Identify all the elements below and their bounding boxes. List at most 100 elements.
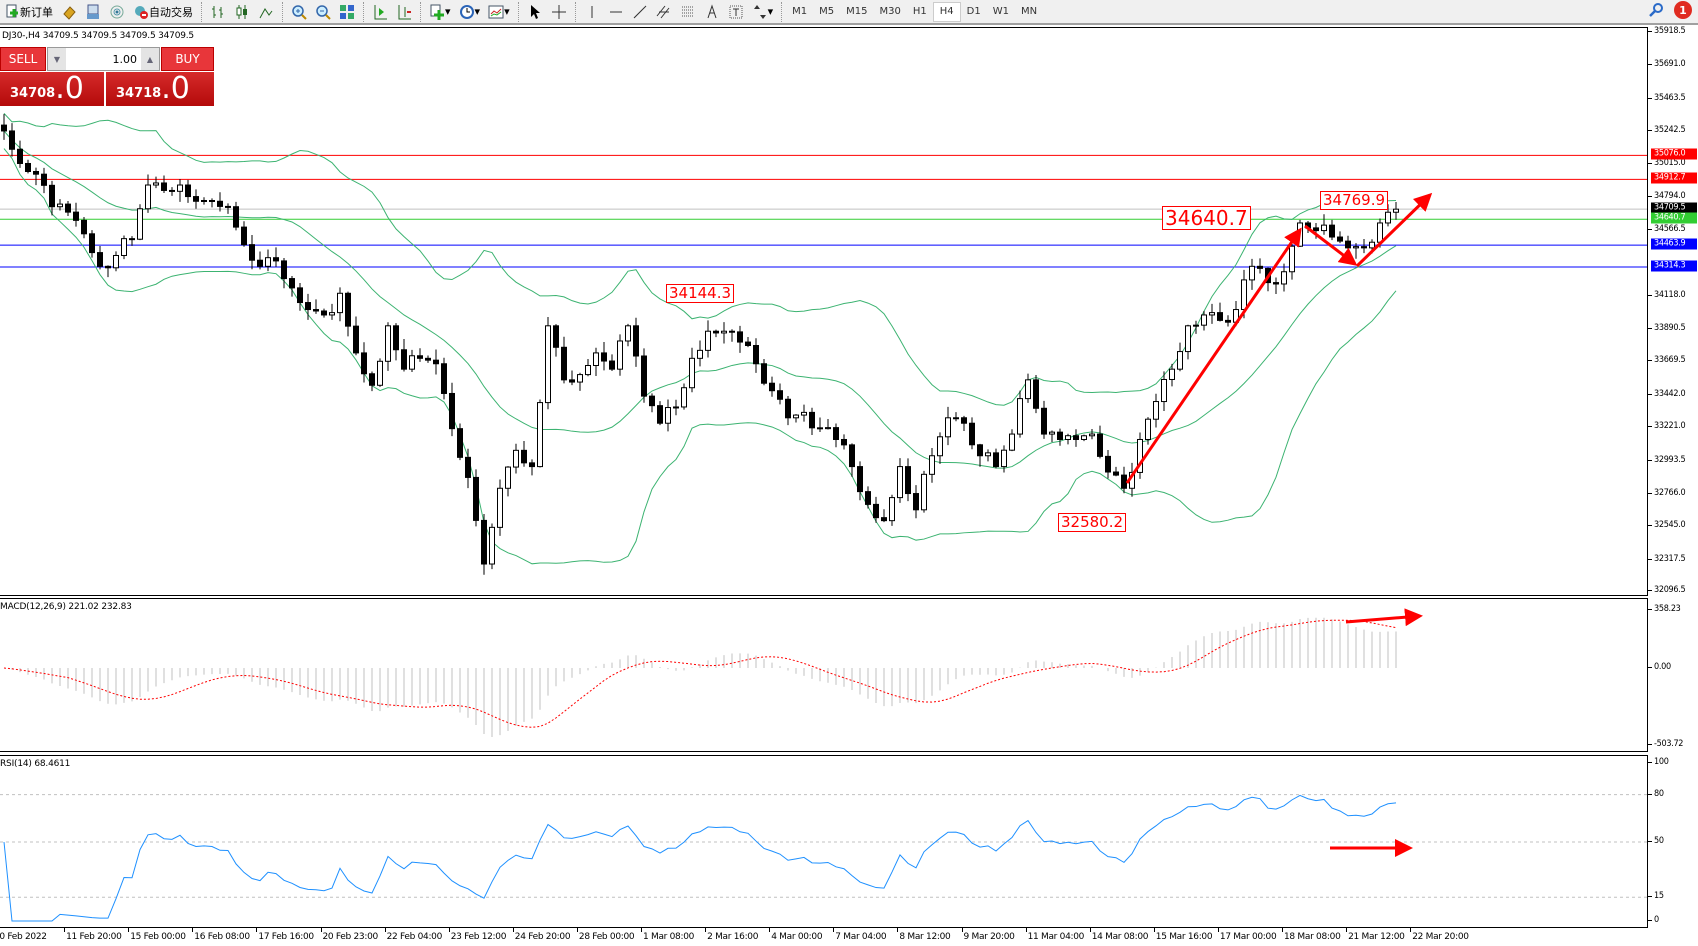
timeframe-h4[interactable]: H4 (932, 1, 961, 22)
macd-panel[interactable]: MACD(12,26,9) 221.02 232.83 (0, 598, 1648, 752)
candle (281, 260, 287, 280)
candle (521, 449, 527, 464)
horizontal-line-button[interactable] (604, 1, 628, 23)
candle (433, 359, 439, 365)
text-button[interactable] (700, 1, 724, 23)
toolbar-separator (282, 1, 283, 22)
main-price-panel[interactable]: DJ30-,H4 34709.5 34709.5 34709.5 34709.5… (0, 27, 1648, 596)
search-icon[interactable] (1648, 2, 1664, 18)
price-annotation[interactable]: 34769.9 (1320, 191, 1389, 210)
candle (1369, 241, 1375, 249)
lot-increase-button[interactable]: ▲ (141, 48, 159, 70)
timeframe-m30[interactable]: M30 (879, 6, 901, 17)
templates-button[interactable]: ▾ (484, 1, 514, 23)
zoom-in-button[interactable] (287, 1, 311, 23)
candle (897, 466, 903, 499)
toolbar-item-navigator[interactable] (81, 1, 105, 23)
price-annotation[interactable]: 34144.3 (666, 284, 735, 303)
equidistant-channel-button[interactable] (652, 1, 676, 23)
timeframe-m1[interactable]: M1 (792, 6, 808, 17)
candle (321, 310, 327, 316)
chart-shift-button[interactable] (392, 1, 416, 23)
bar-chart-button[interactable] (206, 1, 230, 23)
candle (729, 330, 735, 333)
trend-arrow (1355, 192, 1433, 268)
price-axis[interactable]: 35918.5 35691.0 35463.5 35242.5 35015.0 34794… (1647, 26, 1698, 596)
notifications-badge[interactable]: 1 (1674, 1, 1692, 19)
candle (473, 476, 479, 521)
buy-price[interactable]: 34718 .0 (106, 72, 214, 106)
auto-scroll-button[interactable] (368, 1, 392, 23)
price-annotation[interactable]: 34640.7 (1162, 206, 1251, 230)
candle (97, 252, 103, 267)
candle (609, 360, 615, 370)
dropdown-arrow-icon: ▾ (504, 5, 510, 18)
candle (65, 203, 71, 213)
cursor-icon (530, 4, 540, 19)
zoom-out-button[interactable] (311, 1, 335, 23)
text-icon (707, 3, 717, 18)
candle (1353, 246, 1359, 249)
crosshair-button[interactable] (547, 1, 571, 23)
tile-windows-button[interactable] (335, 1, 359, 23)
periods-button[interactable]: ▾ (455, 1, 485, 23)
time-axis-label: 17 Mar 00:00 (1217, 928, 1277, 942)
timeframe-h1[interactable]: H1 (912, 6, 927, 17)
timeframe-d1[interactable]: D1 (966, 6, 981, 17)
time-axis-label: 11 Mar 04:00 (1025, 928, 1085, 942)
rsi-panel[interactable]: RSI(14) 68.4611 (0, 755, 1648, 928)
time-axis-label: 23 Feb 12:00 (448, 928, 507, 942)
candle (849, 444, 855, 468)
price-annotation[interactable]: 32580.2 (1058, 513, 1127, 532)
toolbar-item-new-order[interactable]: 新订单 (0, 1, 57, 23)
lot-size-input[interactable]: 1.00 (112, 52, 138, 66)
candle (121, 238, 127, 256)
time-axis-label: 9 Mar 20:00 (961, 928, 1015, 942)
horizontal-line-icon (609, 11, 622, 12)
candle (625, 325, 631, 342)
candle (889, 497, 895, 522)
candle (649, 395, 655, 407)
price-axis-label: 32766.0 (1647, 487, 1686, 498)
timeframe-w1[interactable]: W1 (992, 6, 1009, 17)
candle (857, 466, 863, 493)
macd-axis-label: -503.72 (1647, 739, 1684, 749)
candle (233, 206, 239, 228)
candlestick-button[interactable] (230, 1, 254, 23)
one-click-trading-panel: SELL ▼ 1.00 ▲ BUY 34708 .0 34718 .0 (0, 47, 214, 106)
candle (793, 414, 799, 419)
candle (1017, 398, 1023, 435)
text-label-button[interactable] (724, 1, 748, 23)
candle (1289, 245, 1295, 273)
line-chart-button[interactable] (254, 1, 278, 23)
candle (113, 254, 119, 269)
buy-button[interactable]: BUY (161, 47, 214, 71)
sell-button[interactable]: SELL (0, 47, 46, 71)
fibonacci-button[interactable] (676, 1, 700, 23)
indicators-button[interactable]: ▾ (425, 1, 455, 23)
toolbar-item-market-watch[interactable] (57, 1, 81, 23)
trendline-button[interactable] (628, 1, 652, 23)
rsi-axis-label: 100 (1648, 757, 1669, 767)
buy-price-main: 34718 (116, 86, 162, 101)
candle (9, 130, 15, 150)
candle (585, 365, 591, 376)
candle (705, 330, 711, 351)
arrows-button[interactable]: ▾ (748, 1, 778, 23)
candle (105, 265, 111, 269)
candle (977, 444, 983, 457)
toolbar-item-auto-trading[interactable]: 自动交易 (129, 1, 197, 23)
candle (25, 162, 31, 172)
candle (225, 205, 231, 208)
time-axis-label: 7 Mar 04:00 (833, 928, 887, 942)
toolbar-item-signals[interactable] (105, 1, 129, 23)
timeframe-m15[interactable]: M15 (846, 6, 868, 17)
cursor-button[interactable] (523, 1, 547, 23)
timeframe-mn[interactable]: MN (1020, 6, 1038, 17)
sell-price[interactable]: 34708 .0 (0, 72, 104, 106)
trend-arrow (1125, 227, 1302, 484)
timeframe-m5[interactable]: M5 (819, 6, 835, 17)
vertical-line-button[interactable] (580, 1, 604, 23)
lot-decrease-button[interactable]: ▼ (48, 48, 66, 70)
candle (937, 436, 943, 457)
